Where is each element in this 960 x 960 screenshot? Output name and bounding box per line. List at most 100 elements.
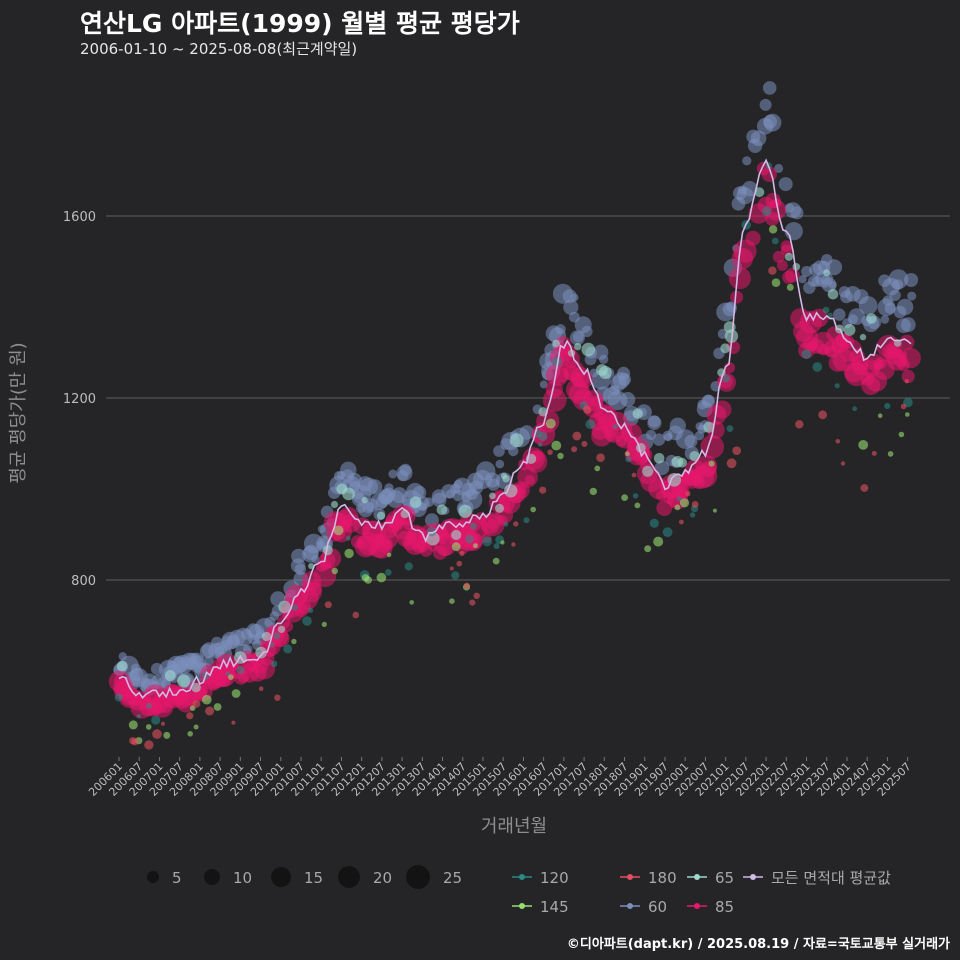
data-point-180	[231, 720, 236, 725]
data-point-60	[424, 497, 434, 508]
data-point-180	[473, 592, 480, 599]
data-point-65	[784, 252, 794, 261]
size-legend-label: 25	[443, 869, 462, 887]
data-point-65	[436, 504, 448, 515]
data-point-85	[713, 400, 732, 419]
data-point-65	[330, 500, 339, 509]
data-point-85	[765, 199, 787, 221]
data-point-60	[828, 281, 837, 289]
data-point-180	[835, 439, 841, 444]
data-point-180	[572, 431, 582, 441]
data-point-65	[632, 408, 643, 419]
data-point-145	[202, 694, 212, 705]
data-point-65	[277, 625, 286, 633]
y-tick-label: 1600	[63, 210, 96, 225]
data-point-65	[191, 682, 201, 693]
data-point-60	[833, 308, 846, 321]
data-point-60	[762, 81, 777, 95]
data-point-180	[131, 738, 139, 746]
data-point-120	[538, 431, 548, 441]
data-point-60	[798, 275, 807, 284]
data-point-120	[146, 702, 153, 709]
data-point-60	[388, 469, 398, 479]
data-point-60	[848, 308, 865, 325]
x-axis-title: 거래년월	[481, 816, 547, 837]
data-point-120	[482, 536, 492, 547]
data-point-180	[871, 450, 877, 456]
data-point-145	[887, 451, 894, 457]
data-point-60	[581, 325, 593, 338]
data-point-65	[177, 674, 191, 688]
data-point-85	[899, 334, 915, 350]
data-point-120	[625, 456, 632, 463]
data-point-145	[786, 283, 794, 291]
data-point-65	[504, 484, 518, 498]
data-point-65	[827, 288, 839, 300]
data-point-60	[569, 330, 585, 346]
data-point-60	[904, 273, 919, 287]
data-point-120	[884, 402, 891, 410]
legend-label: 모든 면적대 평균값	[771, 869, 891, 887]
data-point-60	[669, 417, 686, 434]
data-point-65	[598, 366, 612, 379]
average-line	[118, 158, 912, 700]
data-point-145	[193, 724, 199, 730]
data-point-180	[732, 446, 741, 456]
legend-label: 120	[540, 869, 569, 887]
data-point-145	[500, 540, 505, 545]
data-point-180	[685, 491, 691, 497]
data-point-145	[145, 724, 152, 730]
size-legend-label: 10	[233, 869, 252, 887]
data-point-120	[273, 632, 281, 640]
data-point-60	[367, 479, 383, 494]
data-point-145	[344, 548, 354, 559]
data-point-85	[900, 347, 921, 369]
data-point-180	[258, 686, 264, 691]
data-point-145	[364, 576, 373, 584]
data-point-65	[866, 313, 877, 324]
data-point-60	[763, 113, 782, 132]
data-point-180	[324, 601, 332, 609]
data-point-65	[376, 511, 386, 520]
data-point-120	[827, 312, 833, 318]
data-point-60	[204, 656, 214, 666]
data-point-60	[412, 485, 427, 500]
data-point-65	[308, 563, 315, 569]
data-point-60	[563, 299, 579, 315]
data-point-120	[771, 237, 779, 245]
data-point-60	[384, 483, 394, 493]
data-point-65	[261, 631, 272, 642]
data-point-65	[278, 600, 291, 614]
data-point-85	[656, 500, 673, 516]
data-point-120	[465, 534, 474, 544]
data-point-180	[456, 560, 463, 567]
data-point-85	[377, 528, 399, 549]
data-point-145	[653, 536, 664, 547]
data-point-65	[502, 474, 510, 483]
data-point-180	[691, 501, 699, 508]
data-point-60	[570, 293, 579, 302]
data-point-85	[524, 474, 535, 486]
data-point-120	[271, 660, 278, 667]
data-point-60	[618, 373, 631, 386]
size-legend-label: 20	[373, 869, 392, 887]
data-point-65	[509, 433, 524, 448]
data-point-180	[631, 472, 637, 478]
data-point-145	[858, 440, 869, 450]
data-point-85	[676, 486, 688, 499]
source-credit: ©디아파트(dapt.kr) / 2025.08.19 / 자료=국토교통부 실…	[566, 937, 950, 952]
data-point-65	[843, 324, 856, 336]
size-legend-label: 5	[172, 869, 182, 887]
data-point-145	[594, 465, 601, 472]
data-point-120	[585, 419, 596, 430]
data-point-65	[495, 503, 504, 513]
data-point-120	[726, 425, 734, 432]
data-point-85	[772, 250, 785, 263]
data-point-180	[459, 550, 465, 557]
data-point-180	[904, 379, 909, 384]
data-point-180	[186, 712, 194, 720]
data-point-145	[333, 525, 344, 536]
data-point-120	[649, 518, 659, 528]
data-point-180	[161, 721, 165, 726]
size-legend-dot	[204, 869, 220, 885]
